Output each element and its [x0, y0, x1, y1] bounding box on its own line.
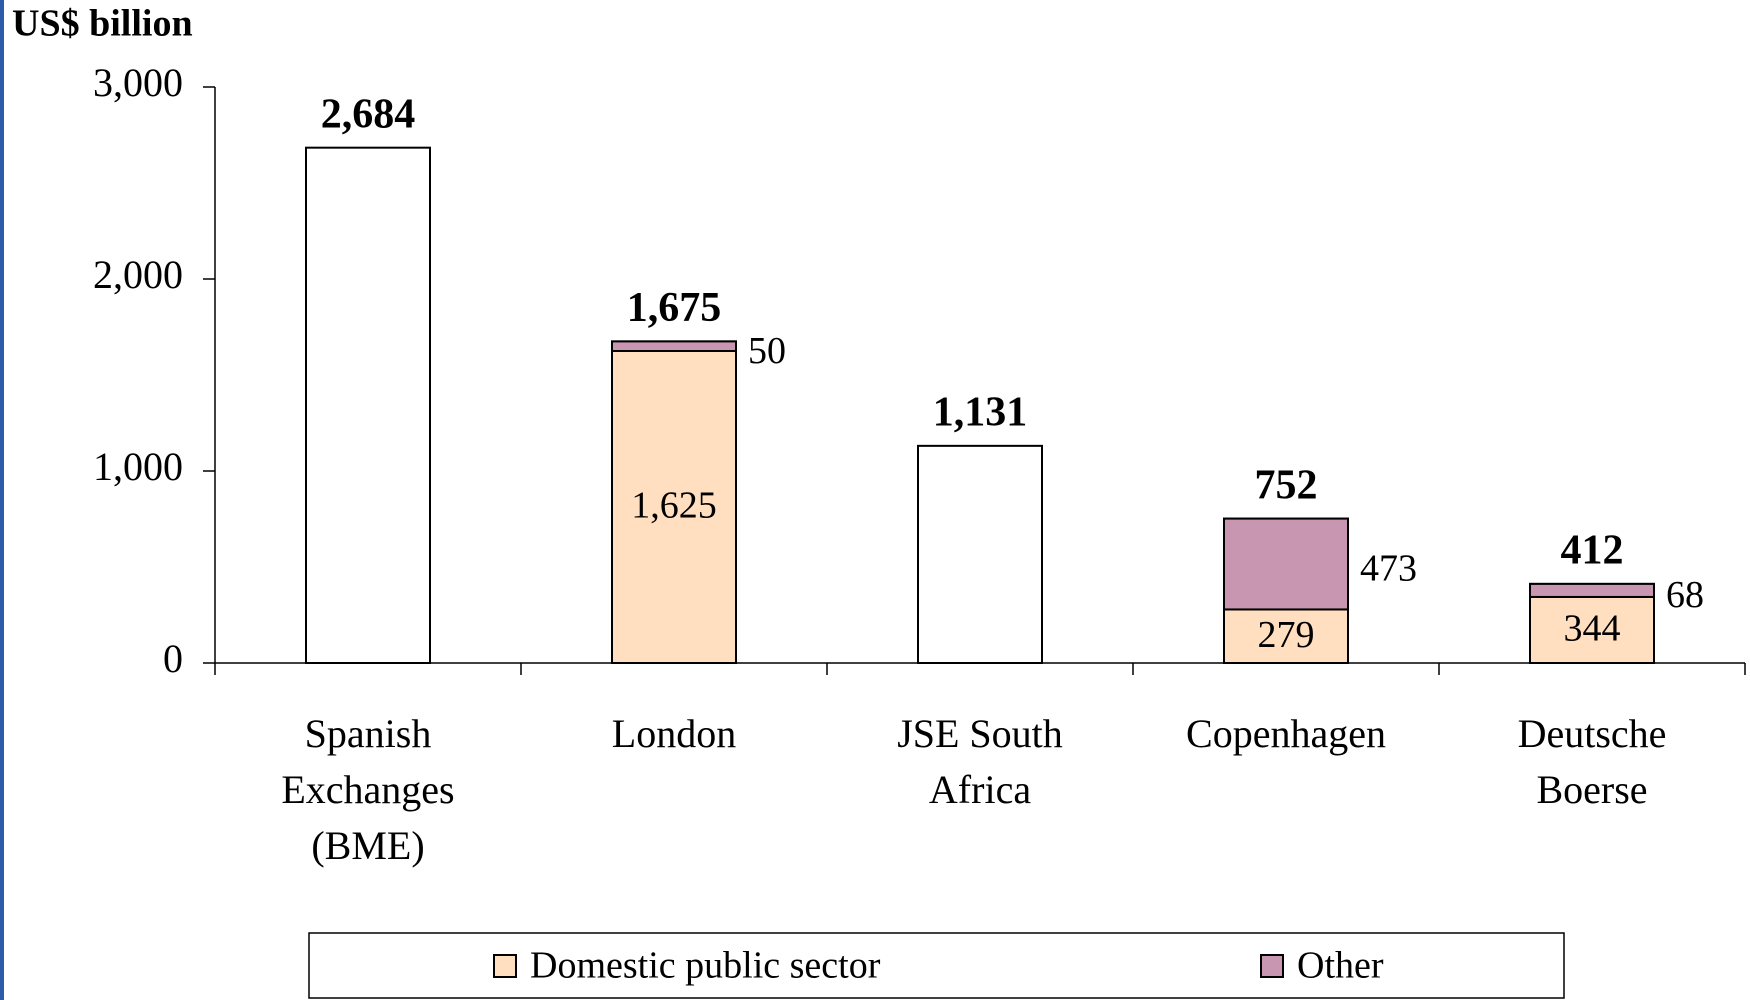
total-label: 752 — [1255, 462, 1318, 508]
bar-segment — [611, 350, 737, 664]
y-tick-label: 1,000 — [93, 444, 183, 489]
total-label: 2,684 — [321, 91, 416, 137]
y-tick-label: 2,000 — [93, 252, 183, 297]
legend-swatch — [493, 954, 517, 978]
value-label: 50 — [748, 330, 786, 372]
total-label: 412 — [1561, 528, 1624, 574]
bar-segment — [1529, 582, 1655, 598]
x-tick-label: Deutsche Boerse — [1517, 711, 1667, 812]
total-bar — [917, 444, 1043, 664]
x-tick-label: London — [611, 711, 737, 756]
y-tick-label: 0 — [163, 636, 183, 681]
value-label: 68 — [1666, 574, 1704, 616]
bar-segment — [611, 340, 737, 352]
legend-label: Other — [1297, 945, 1384, 987]
legend-label: Domestic public sector — [530, 945, 881, 987]
value-label: 344 — [1564, 608, 1621, 650]
x-tick-label: Copenhagen — [1186, 711, 1386, 756]
legend — [308, 932, 1565, 999]
value-label: 473 — [1360, 548, 1417, 590]
x-tick-label: Spanish Exchanges (BME) — [281, 711, 455, 868]
bar-segment — [1529, 595, 1655, 665]
legend-swatch — [1260, 954, 1284, 978]
total-label: 1,675 — [627, 285, 722, 331]
x-tick-label: JSE South Africa — [897, 711, 1063, 812]
y-tick-label: 3,000 — [93, 60, 183, 105]
bar-segment — [1223, 517, 1349, 611]
frame-edge — [0, 0, 4, 1000]
y-axis-label: US$ billion — [12, 3, 193, 45]
total-bar — [305, 146, 431, 664]
total-label: 1,131 — [933, 389, 1028, 435]
value-label: 279 — [1258, 614, 1315, 656]
value-label: 1,625 — [631, 485, 717, 527]
